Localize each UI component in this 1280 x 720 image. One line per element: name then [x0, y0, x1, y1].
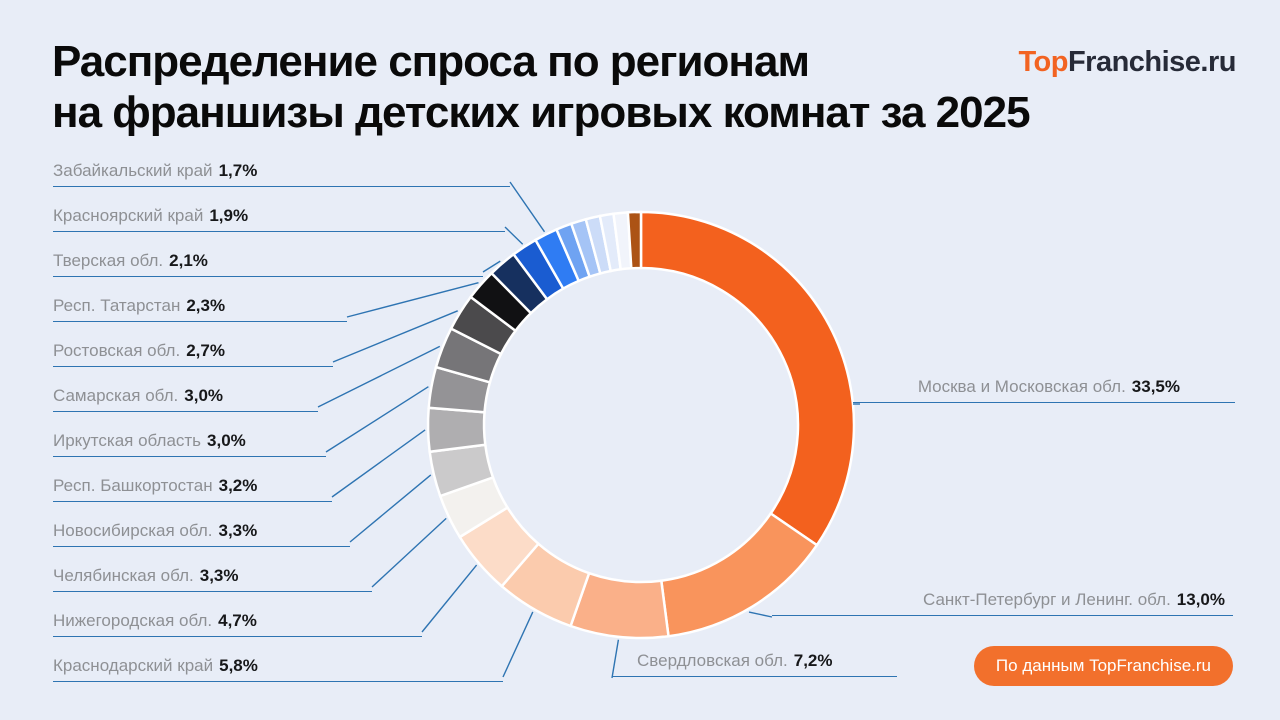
donut-slice-other-5 [626, 210, 643, 270]
region-percent: 2,7% [186, 341, 225, 360]
title-line-2: на франшизы детских игровых комнат за 20… [52, 88, 1031, 137]
leader-line [509, 181, 546, 233]
region-percent: 3,0% [184, 386, 224, 405]
region-label-row: Ростовская обл. 2,7% [53, 331, 333, 367]
region-percent: 1,7% [218, 161, 258, 180]
region-percent: 13,0% [1176, 590, 1225, 609]
region-label-row: Свердловская обл. 7,2% [612, 647, 897, 677]
leader-line [611, 639, 620, 679]
topfranchise-logo: TopFranchise.ru [1018, 46, 1236, 79]
region-label-row: Иркутская область 3,0% [53, 421, 326, 457]
leader-line [346, 282, 479, 318]
region-percent: 1,9% [209, 206, 249, 225]
region-label-row: Респ. Башкортостан 3,2% [53, 466, 332, 502]
leader-line [748, 611, 773, 618]
region-percent: 7,2% [793, 651, 833, 670]
region-label-row: Краснодарский край 5,8% [53, 646, 503, 682]
leader-line [502, 611, 534, 678]
region-name: Респ. Татарстан [53, 296, 181, 315]
leader-line [504, 226, 524, 245]
region-label-row: Санкт-Петербург и Ленинг. обл. 13,0% [772, 586, 1233, 616]
region-name: Тверская обл. [53, 251, 164, 270]
leader-line [482, 260, 501, 273]
region-percent: 2,1% [169, 251, 208, 270]
title-line-1: Распределение спроса по регионам [52, 37, 810, 86]
region-name: Иркутская область [53, 431, 202, 450]
donut-slice-1 [659, 511, 819, 638]
region-label-row: Челябинская обл. 3,3% [53, 556, 372, 592]
source-badge-button[interactable]: По данным TopFranchise.ru [973, 646, 1233, 686]
region-name: Москва и Московская обл. [917, 377, 1126, 396]
leader-line [331, 429, 426, 498]
region-percent: 2,3% [186, 296, 226, 315]
region-name: Челябинская обл. [53, 566, 194, 585]
leader-line [325, 386, 429, 453]
region-percent: 3,2% [218, 476, 258, 495]
donut-slice-0 [639, 210, 856, 547]
donut-slice-7 [426, 406, 487, 454]
region-name: Санкт-Петербург и Ленинг. обл. [923, 590, 1171, 609]
leader-line [349, 474, 432, 543]
region-name: Красноярский край [53, 206, 204, 225]
region-name: Нижегородская обл. [53, 611, 213, 630]
logo-prefix: Top [1018, 46, 1068, 78]
region-label-row: Респ. Татарстан 2,3% [53, 286, 347, 322]
region-label-row: Самарская обл. 3,0% [53, 376, 318, 412]
page-title: Распределение спроса по регионам на фран… [52, 36, 1031, 138]
leader-line [332, 310, 458, 363]
leader-line [371, 517, 447, 588]
region-name: Ростовская обл. [53, 341, 181, 360]
region-label-row: Забайкальский край 1,7% [53, 151, 510, 187]
logo-suffix: Franchise.ru [1067, 46, 1237, 78]
region-label-row: Москва и Московская обл. 33,5% [853, 373, 1235, 403]
region-percent: 5,8% [219, 656, 258, 675]
region-percent: 33,5% [1131, 377, 1180, 396]
region-label-row: Красноярский край 1,9% [53, 196, 505, 232]
region-percent: 3,3% [199, 566, 239, 585]
region-percent: 3,3% [218, 521, 258, 540]
region-name: Самарская обл. [53, 386, 179, 405]
region-name: Респ. Башкортостан [53, 476, 213, 495]
leader-line [317, 345, 441, 408]
region-percent: 3,0% [207, 431, 246, 450]
region-name: Свердловская обл. [637, 651, 788, 670]
region-name: Новосибирская обл. [53, 521, 213, 540]
region-percent: 4,7% [218, 611, 257, 630]
region-label-row: Новосибирская обл. 3,3% [53, 511, 350, 547]
region-label-row: Нижегородская обл. 4,7% [53, 601, 422, 637]
region-label-row: Тверская обл. 2,1% [53, 241, 483, 277]
region-name: Забайкальский край [53, 161, 213, 180]
leader-line [421, 564, 478, 633]
region-name: Краснодарский край [53, 656, 214, 675]
